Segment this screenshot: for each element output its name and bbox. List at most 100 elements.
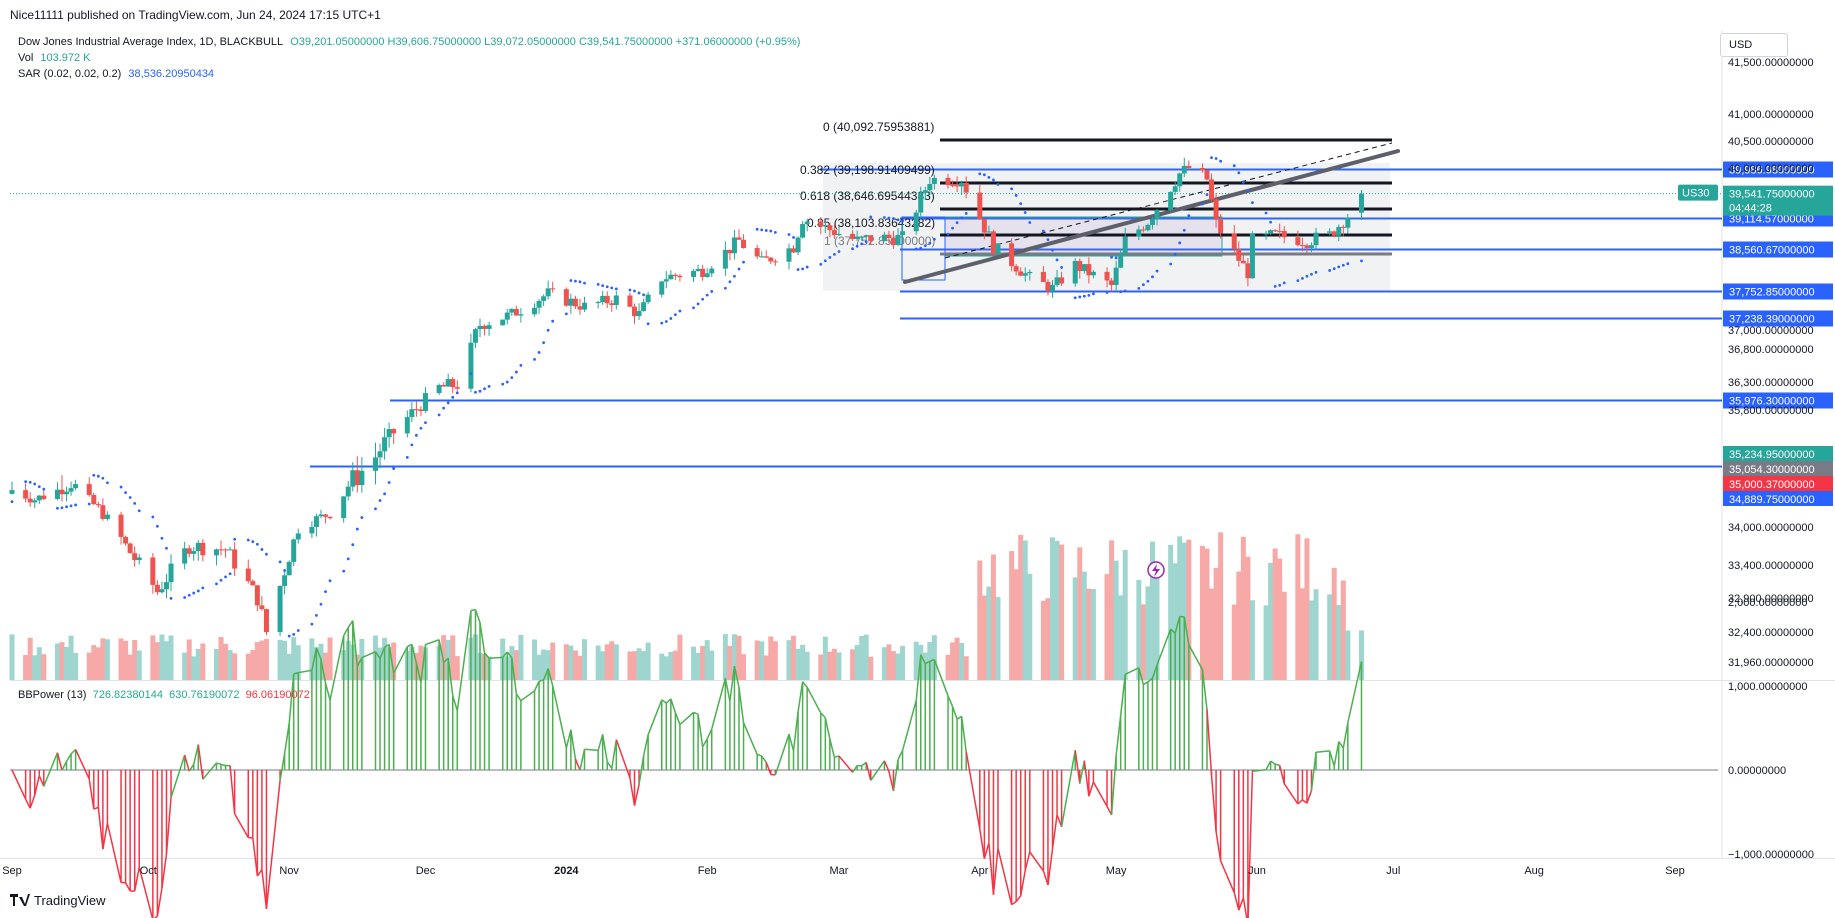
candle-body (627, 295, 633, 307)
candle-body (582, 302, 588, 310)
volume-bar (995, 597, 1001, 680)
candle-body (1018, 271, 1024, 276)
bbpower-line (425, 639, 440, 646)
candle-body (1009, 243, 1015, 267)
sar-dot (487, 385, 491, 388)
candle-body (245, 568, 251, 582)
volume-bar (727, 645, 733, 680)
volume-bar (254, 642, 260, 680)
price-tag (1723, 185, 1833, 216)
symbol-title[interactable]: Dow Jones Industrial Average Index, 1D, … (18, 36, 284, 48)
candle-body (1336, 226, 1342, 236)
volume-bar (195, 648, 201, 680)
sar-dot (324, 590, 327, 594)
sar-dot (951, 226, 954, 230)
sar-dot (128, 496, 132, 499)
sar-dot (742, 260, 745, 264)
candle-body (672, 274, 678, 276)
sar-dot (923, 244, 927, 248)
candle-body (68, 488, 74, 492)
sar-dot (1278, 283, 1282, 287)
bbpower-line (1156, 628, 1172, 666)
candle-body (86, 484, 92, 495)
sar-dot (610, 286, 614, 290)
candle-body (668, 274, 674, 280)
sar-dot (546, 328, 550, 332)
volume-bar (118, 638, 124, 680)
bbpower-line (406, 643, 413, 648)
candle-body (759, 256, 765, 258)
sar-dot (1337, 265, 1341, 269)
bbpower-line (965, 751, 981, 830)
candle-body (250, 581, 256, 586)
candle-body (1299, 245, 1305, 247)
candle-body (722, 249, 728, 269)
sar-dots (10, 156, 1363, 638)
sar-dot (964, 212, 968, 215)
main-pane: 39,986.98000000 39,114.57000000 38,560.670… (10, 120, 1833, 506)
candle-body (836, 233, 842, 236)
sar-dot (265, 552, 268, 556)
candle-body (54, 489, 60, 499)
volume-bar (150, 635, 156, 680)
candle-body (700, 268, 706, 277)
candle-body (563, 289, 569, 306)
volume-bar (613, 644, 619, 680)
sar-dot (283, 569, 287, 572)
bbpower-label[interactable]: BBPower (13) (18, 689, 87, 701)
volume-bar (800, 644, 806, 680)
price-tag-label: 35,000.37000000 (1729, 479, 1815, 491)
countdown-label: 04:44:28 (1729, 203, 1772, 215)
volume-bar (282, 640, 288, 680)
legend-ohlc-row: Dow Jones Industrial Average Index, 1D, … (18, 34, 800, 50)
bbpower-line (474, 609, 481, 623)
sar-dot (151, 515, 155, 519)
sar-dot (1078, 295, 1082, 299)
sar-dot (228, 572, 232, 576)
volume-bar (1172, 563, 1178, 680)
bbpower-line (738, 687, 745, 723)
candle-body (859, 236, 865, 238)
volume-bar (959, 643, 965, 680)
bbpower-line (1274, 763, 1280, 767)
volume-label[interactable]: Vol (18, 52, 34, 64)
level-price-tag (1723, 241, 1833, 258)
volume-bar (609, 641, 615, 680)
close-value: C39,541.75000000 (578, 36, 673, 48)
sar-dot (28, 480, 32, 484)
candle-body (1327, 231, 1333, 233)
volume-bar (731, 634, 737, 680)
tradingview-footer[interactable]: TradingView (10, 893, 106, 908)
bbpower-line (1083, 760, 1090, 797)
currency-button[interactable]: USD (1720, 33, 1788, 57)
candle-body (404, 417, 410, 434)
candle-body (354, 470, 360, 486)
bbpower-line (393, 646, 408, 674)
sar-dot (246, 538, 250, 542)
volume-bar (1013, 569, 1019, 680)
low-value: L39,072.05000000 (484, 36, 576, 48)
sar-dot (664, 320, 668, 323)
volume-bar (668, 651, 674, 680)
candle-body (422, 393, 428, 412)
sar-dot (1014, 194, 1018, 197)
volume-bar (859, 635, 865, 680)
bbpower-line (24, 798, 31, 809)
volume-bar (582, 639, 588, 680)
candle-body (263, 609, 269, 633)
sar-dot (992, 178, 995, 182)
level-price-tag (1723, 283, 1833, 300)
volume-bar (954, 637, 960, 680)
sar-dot (1328, 269, 1332, 272)
time-axis-tick-label: May (1106, 865, 1127, 877)
candle-body (1149, 219, 1155, 225)
bbpower-line (411, 644, 418, 664)
volume-bar (1109, 540, 1115, 680)
sar-label[interactable]: SAR (0.02, 0.02, 0.2) (18, 68, 122, 80)
bbpower-line (665, 698, 672, 704)
candle-body (600, 295, 606, 303)
sar-dot (1341, 263, 1345, 267)
sar-dot (1119, 290, 1123, 294)
bbpower-line (861, 761, 867, 767)
